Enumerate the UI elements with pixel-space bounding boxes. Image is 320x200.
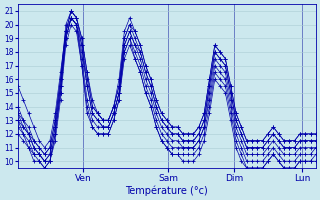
- X-axis label: Température (°c): Température (°c): [125, 185, 208, 196]
